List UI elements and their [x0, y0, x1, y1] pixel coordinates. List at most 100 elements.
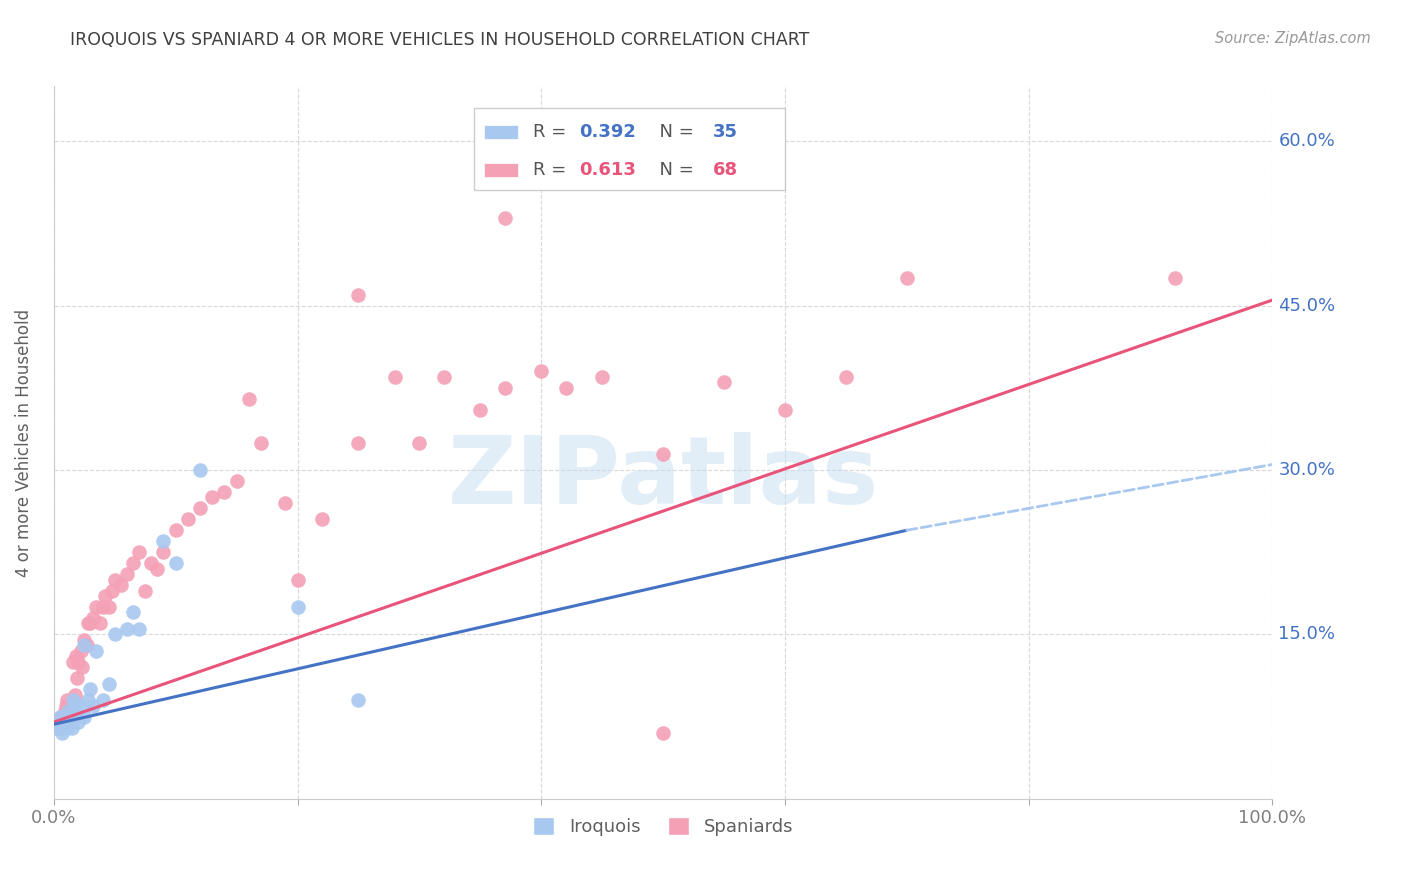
Point	[65, 649, 87, 664]
Point	[188, 501, 211, 516]
Point	[46, 721, 69, 735]
Point	[1164, 271, 1187, 285]
Point	[152, 545, 174, 559]
Point	[66, 709, 89, 723]
Point	[66, 671, 89, 685]
Point	[408, 435, 430, 450]
Point	[104, 627, 127, 641]
Point	[287, 600, 309, 615]
Text: Source: ZipAtlas.com: Source: ZipAtlas.com	[1215, 31, 1371, 46]
Point	[58, 704, 80, 718]
Point	[62, 655, 84, 669]
Point	[58, 715, 80, 730]
Point	[73, 632, 96, 647]
Point	[652, 446, 675, 460]
Point	[82, 698, 104, 713]
FancyBboxPatch shape	[484, 163, 517, 178]
Point	[188, 463, 211, 477]
Point	[225, 474, 247, 488]
Point	[433, 369, 456, 384]
Text: ZIPatlas: ZIPatlas	[447, 433, 879, 524]
Point	[56, 721, 79, 735]
Point	[101, 583, 124, 598]
Point	[97, 677, 120, 691]
Point	[91, 693, 114, 707]
Point	[141, 556, 163, 570]
Point	[55, 709, 77, 723]
Point	[73, 709, 96, 723]
Point	[835, 369, 858, 384]
Point	[494, 381, 516, 395]
Point	[122, 556, 145, 570]
Point	[494, 211, 516, 225]
Point	[82, 611, 104, 625]
Point	[79, 616, 101, 631]
Text: 45.0%: 45.0%	[1278, 296, 1336, 315]
Point	[347, 287, 370, 301]
Point	[115, 567, 138, 582]
Point	[77, 693, 100, 707]
Point	[59, 709, 82, 723]
Point	[384, 369, 406, 384]
Point	[122, 606, 145, 620]
Point	[104, 573, 127, 587]
Text: 0.392: 0.392	[579, 123, 636, 141]
Point	[52, 721, 75, 735]
Point	[214, 484, 236, 499]
Point	[177, 512, 200, 526]
Point	[79, 682, 101, 697]
Point	[311, 512, 333, 526]
Point	[77, 616, 100, 631]
Text: 15.0%: 15.0%	[1278, 625, 1336, 643]
Point	[69, 698, 91, 713]
Point	[152, 534, 174, 549]
Legend: Iroquois, Spaniards: Iroquois, Spaniards	[526, 809, 800, 843]
Point	[51, 721, 73, 735]
Point	[134, 583, 156, 598]
Point	[530, 364, 553, 378]
Text: 35: 35	[713, 123, 738, 141]
Point	[70, 660, 93, 674]
Point	[470, 402, 492, 417]
Text: R =: R =	[533, 123, 572, 141]
Point	[76, 639, 98, 653]
Point	[46, 721, 69, 735]
Point	[49, 715, 72, 730]
Point	[63, 688, 86, 702]
Text: IROQUOIS VS SPANIARD 4 OR MORE VEHICLES IN HOUSEHOLD CORRELATION CHART: IROQUOIS VS SPANIARD 4 OR MORE VEHICLES …	[70, 31, 810, 49]
Point	[201, 491, 224, 505]
Point	[49, 709, 72, 723]
Point	[347, 693, 370, 707]
Point	[128, 622, 150, 636]
Point	[713, 376, 735, 390]
Point	[60, 698, 83, 713]
Point	[86, 644, 108, 658]
Text: 60.0%: 60.0%	[1278, 132, 1336, 150]
Point	[652, 726, 675, 740]
Text: N =: N =	[648, 123, 700, 141]
Point	[49, 715, 72, 730]
Point	[49, 709, 72, 723]
Point	[896, 271, 918, 285]
Point	[73, 639, 96, 653]
Point	[60, 721, 83, 735]
Point	[56, 693, 79, 707]
Point	[63, 698, 86, 713]
Point	[94, 589, 117, 603]
Point	[250, 435, 273, 450]
Text: R =: R =	[533, 161, 572, 179]
Point	[59, 704, 82, 718]
Point	[89, 616, 111, 631]
Text: 30.0%: 30.0%	[1278, 461, 1336, 479]
Point	[146, 562, 169, 576]
Point	[773, 402, 796, 417]
Point	[165, 523, 187, 537]
Text: 0.613: 0.613	[579, 161, 636, 179]
FancyBboxPatch shape	[484, 125, 517, 139]
Point	[51, 726, 73, 740]
Point	[59, 709, 82, 723]
Point	[91, 600, 114, 615]
Point	[274, 496, 297, 510]
Point	[238, 392, 260, 406]
Text: N =: N =	[648, 161, 700, 179]
